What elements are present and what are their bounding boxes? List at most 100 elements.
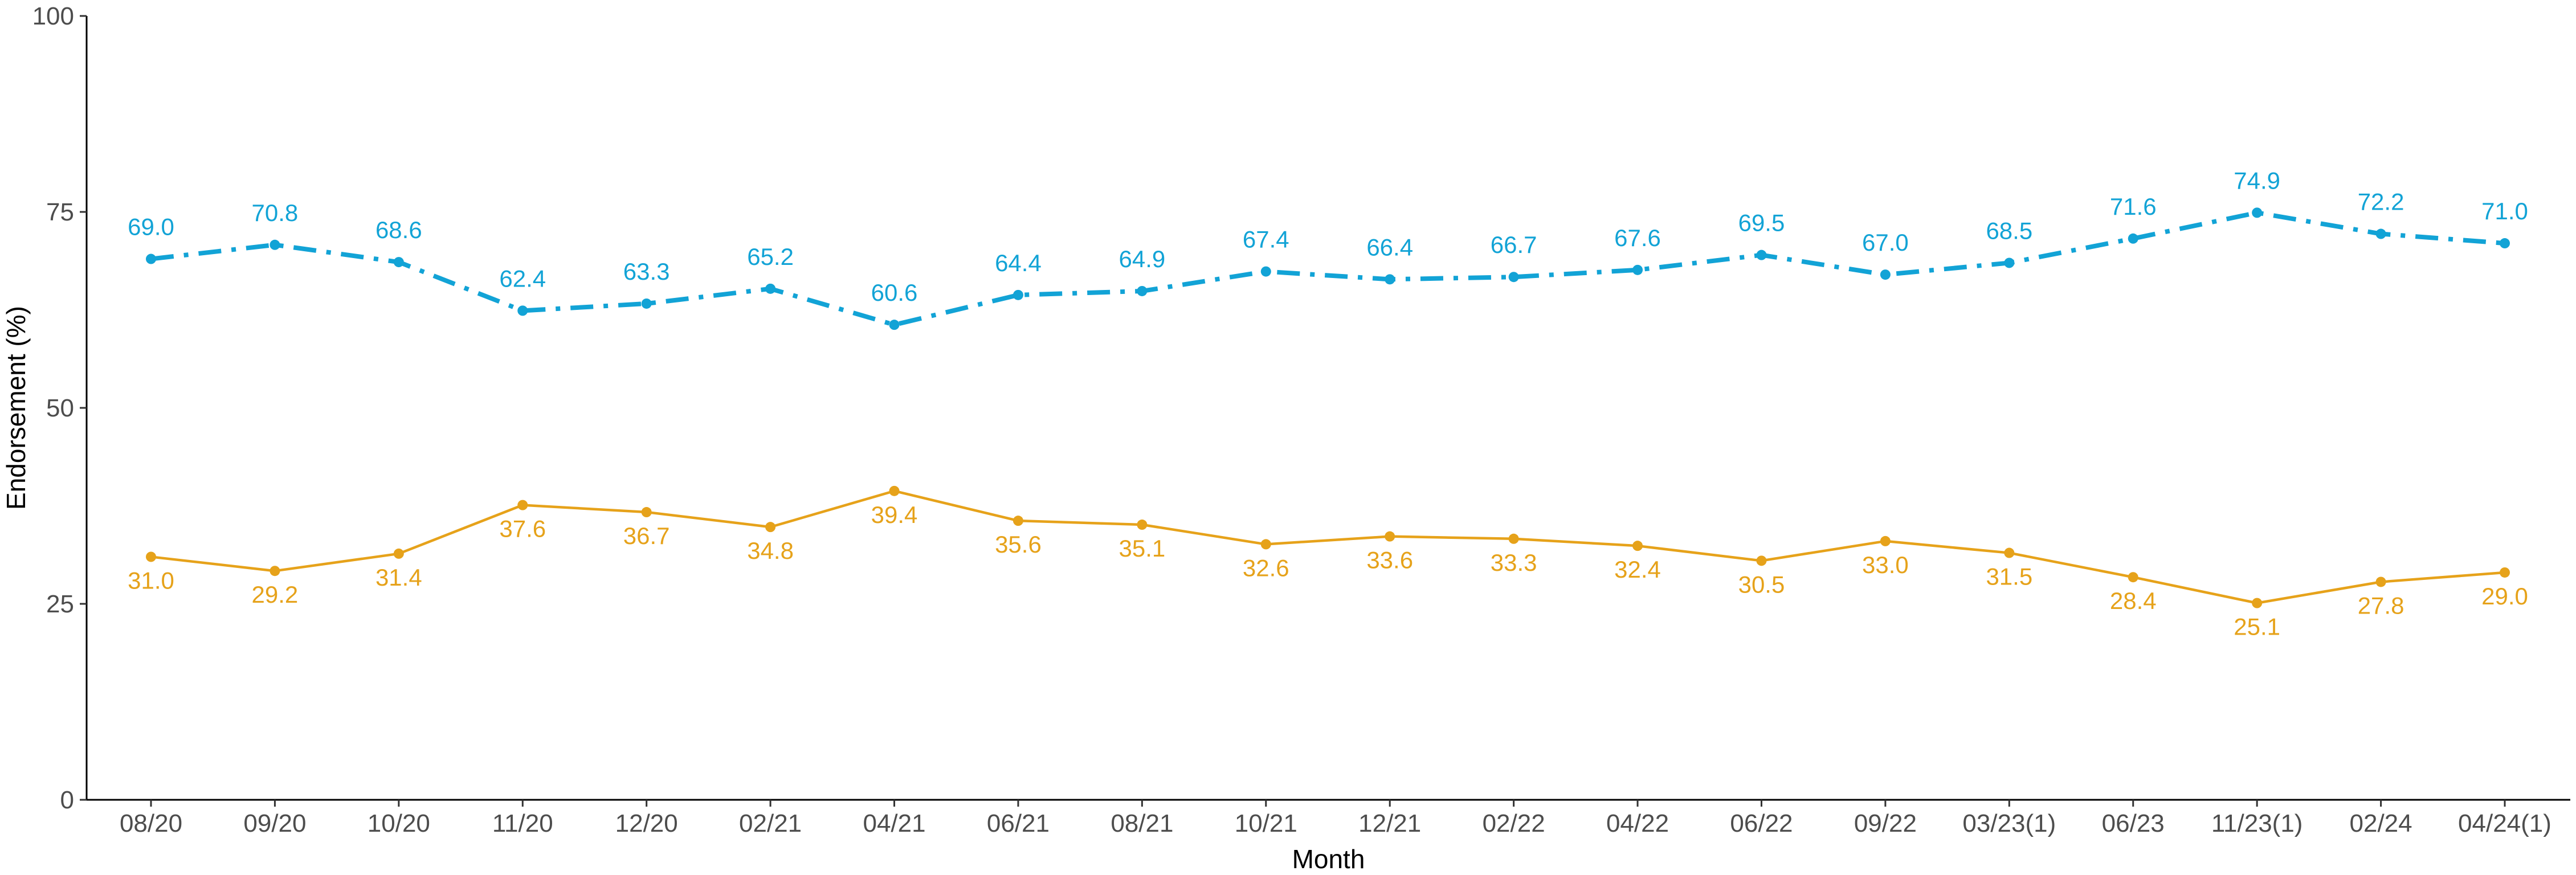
series-1-point: [393, 257, 404, 268]
series-2-point: [2252, 598, 2263, 608]
y-tick-label: 100: [32, 2, 74, 30]
series-1-data-label: 71.6: [2110, 193, 2157, 220]
series-1-data-label: 65.2: [747, 243, 794, 270]
series-2-data-label: 31.5: [1986, 563, 2032, 590]
series-2-data-label: 35.1: [1118, 535, 1165, 562]
series-1-point: [2375, 228, 2386, 239]
series-1-data-label: 60.6: [871, 279, 918, 306]
y-tick-label: 0: [60, 786, 74, 814]
series-2-point: [1756, 555, 1767, 566]
x-tick-label: 04/21: [863, 809, 925, 837]
series-1-point: [1385, 274, 1395, 285]
series-2-data-label: 31.0: [128, 567, 174, 594]
series-2-data-label: 29.2: [252, 581, 299, 608]
series-2-point: [270, 566, 280, 576]
series-1-point: [2128, 233, 2138, 244]
series-1-data-label: 66.4: [1366, 234, 1413, 260]
series-2-data-label: 37.6: [499, 516, 546, 542]
series-1-point: [1013, 289, 1023, 300]
x-tick-label: 12/20: [615, 809, 678, 837]
series-2-data-label: 39.4: [871, 501, 918, 528]
series-1-data-label: 68.5: [1986, 217, 2032, 244]
series-2-data-label: 36.7: [623, 522, 670, 549]
series-2-data-label: 25.1: [2234, 614, 2280, 640]
series-2-point: [1260, 539, 1271, 550]
series-1-point: [1756, 250, 1767, 260]
x-tick-label: 09/20: [243, 809, 306, 837]
series-2-point: [889, 485, 900, 496]
series-1-point: [2004, 257, 2015, 268]
series-2-data-label: 30.5: [1738, 571, 1785, 598]
series-1-data-label: 64.9: [1118, 246, 1165, 272]
series-1-data-label: 69.5: [1738, 210, 1785, 236]
x-tick-label: 06/22: [1730, 809, 1793, 837]
x-tick-label: 03/23(1): [1962, 809, 2056, 837]
x-axis-ticks: 08/20 09/20 10/20 11/20 12/20 02/21 04/21 06/21…: [120, 800, 2551, 837]
series-1-data-label: 72.2: [2358, 189, 2404, 215]
series-1: 69.0 70.8 68.6 62.4 63.3 65.2 60.6 64.4 64.9 67.4…: [128, 167, 2528, 330]
series-1-point: [270, 239, 280, 250]
y-tick-label: 75: [46, 198, 74, 226]
x-tick-label: 06/23: [2102, 809, 2165, 837]
x-tick-label: 08/21: [1111, 809, 1173, 837]
series-1-data-label: 71.0: [2481, 198, 2528, 224]
series-1-point: [1632, 264, 1643, 275]
series-2-point: [1013, 516, 1023, 526]
series-2-data-label: 28.4: [2110, 587, 2157, 614]
x-tick-label: 09/22: [1854, 809, 1917, 837]
series-2-point: [1385, 531, 1395, 542]
x-tick-label: 06/21: [987, 809, 1050, 837]
series-2-data-label: 31.4: [375, 564, 422, 591]
series-1-point: [2500, 238, 2510, 249]
series-2-data-label: 33.0: [1862, 551, 1909, 578]
y-tick-label: 50: [46, 394, 74, 422]
series-2-data-label: 33.3: [1491, 549, 1537, 576]
series-1-point: [2252, 207, 2263, 218]
x-tick-label: 02/22: [1483, 809, 1545, 837]
series-1-data-label: 64.4: [995, 250, 1042, 276]
series-2-point: [146, 551, 156, 562]
series-1-point: [765, 283, 776, 294]
series-1-point: [1260, 266, 1271, 277]
series-2-point: [765, 522, 776, 533]
series-1-data-label: 63.3: [623, 258, 670, 285]
series-1-line: [150, 210, 2505, 328]
series-2-data-label: 33.6: [1366, 547, 1413, 574]
series-2-point: [393, 548, 404, 559]
x-tick-label: 11/20: [492, 809, 553, 837]
x-tick-label: 04/24(1): [2458, 809, 2551, 837]
series-1-point: [641, 298, 652, 309]
x-tick-label: 12/21: [1358, 809, 1421, 837]
series-1-data-label: 70.8: [252, 199, 299, 226]
series-1-data-label: 68.6: [375, 216, 422, 243]
series-1-point: [517, 305, 528, 316]
x-tick-label: 08/20: [120, 809, 182, 837]
series-2-point: [1137, 520, 1148, 530]
series-1-data-label: 69.0: [128, 214, 174, 240]
series-1-data-label: 74.9: [2234, 167, 2280, 194]
x-tick-label: 10/21: [1235, 809, 1297, 837]
series-1-data-label: 67.0: [1862, 229, 1909, 256]
x-tick-label: 02/21: [739, 809, 802, 837]
series-2-point: [2500, 567, 2510, 578]
series-1-point: [1137, 285, 1148, 296]
series-2-point: [641, 507, 652, 518]
x-tick-label: 04/22: [1606, 809, 1669, 837]
series-2-data-label: 34.8: [747, 537, 794, 564]
series-2-point: [2128, 572, 2138, 583]
y-axis-title: Endorsement (%): [1, 306, 31, 510]
series-1-point: [146, 253, 156, 264]
series-1-point: [1508, 272, 1519, 283]
series-2-point: [2004, 547, 2015, 558]
series-1-point: [1880, 269, 1891, 280]
y-axis-ticks: 0 25 50 75 100: [32, 2, 87, 814]
series-2-data-label: 27.8: [2358, 592, 2404, 619]
x-tick-label: 02/24: [2350, 809, 2412, 837]
series-2-data-label: 29.0: [2481, 583, 2528, 610]
series-2-data-label: 35.6: [995, 531, 1042, 558]
x-tick-label: 10/20: [368, 809, 430, 837]
x-tick-label: 11/23(1): [2211, 809, 2303, 837]
series-2: 31.0 29.2 31.4 37.6 36.7 34.8 39.4 35.6 35.1 32.6…: [128, 485, 2528, 640]
series-1-data-label: 62.4: [499, 265, 546, 292]
